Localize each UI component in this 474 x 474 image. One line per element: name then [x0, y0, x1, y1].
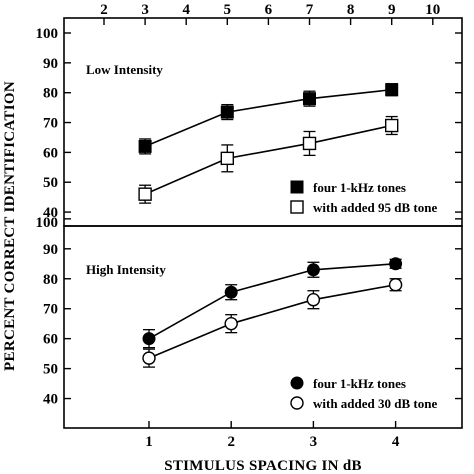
legend-entry: four 1-kHz tones [313, 376, 406, 391]
series-line [148, 283, 396, 359]
data-point [220, 151, 235, 166]
bottom-x-tick-label: 3 [310, 434, 318, 450]
plot-frames [63, 17, 463, 429]
legend-entry: with added 95 dB tone [313, 200, 437, 215]
data-point [138, 139, 152, 153]
data-point [290, 396, 304, 410]
top-panel-label: Low Intensity [86, 62, 163, 77]
data-point [290, 180, 304, 194]
bottom-x-tick-label: 2 [227, 434, 235, 450]
data-point [142, 332, 156, 346]
top-x-tick-label: 10 [425, 2, 440, 18]
legend-entry: four 1-kHz tones [313, 180, 406, 195]
bottom-y-tick-label: 80 [43, 272, 58, 288]
top-x-tick-label: 8 [347, 2, 355, 18]
top-y-tick-label: 70 [43, 116, 58, 132]
x-axis-title: STIMULUS SPACING IN dB [164, 458, 362, 474]
bottom-x-tick-label: 4 [392, 434, 400, 450]
top-y-tick-label: 90 [43, 56, 58, 72]
top-x-tick-label: 3 [141, 2, 149, 18]
data-point [290, 200, 304, 214]
data-point [290, 376, 304, 390]
data-point [388, 278, 403, 292]
bottom-y-tick-label: 70 [43, 302, 58, 318]
top-y-tick-label: 60 [43, 145, 58, 161]
data-point [224, 285, 238, 299]
data-point [138, 187, 152, 201]
data-point [303, 92, 316, 106]
data-point [385, 83, 399, 97]
data-point [302, 136, 317, 151]
top-x-tick-label: 4 [182, 2, 190, 18]
top-x-tick-label: 7 [306, 2, 314, 18]
series-layer [138, 83, 403, 368]
series-line [144, 124, 392, 195]
top-y-tick-label: 100 [36, 26, 59, 42]
data-point [142, 351, 156, 365]
top-x-tick-label: 2 [100, 2, 108, 18]
data-point [385, 118, 399, 133]
series-line [144, 88, 392, 148]
legend-entry: with added 30 dB tone [313, 396, 437, 411]
top-x-tick-label: 9 [388, 2, 396, 18]
top-y-tick-label: 80 [43, 86, 58, 102]
data-point [220, 105, 234, 119]
bottom-panel-label: High Intensity [86, 262, 166, 277]
bottom-x-tick-label: 1 [145, 434, 153, 450]
top-y-tick-label: 50 [43, 175, 58, 191]
data-point [389, 257, 403, 271]
bottom-y-tick-label: 60 [43, 332, 58, 348]
top-x-tick-label: 5 [224, 2, 232, 18]
data-point [306, 263, 320, 277]
bottom-y-tick-label: 50 [43, 362, 58, 378]
top-x-tick-label: 6 [265, 2, 273, 18]
y-axis-title: PERCENT CORRECT IDENTIFICATION [2, 81, 18, 371]
bottom-y-tick-label: 100 [36, 215, 59, 231]
text-layer: 2 3 4 5 6 7 8 9 101 2 3 440506070809010040506070809… [2, 2, 440, 474]
bottom-y-tick-label: 90 [43, 242, 58, 258]
bottom-y-tick-label: 40 [43, 392, 58, 408]
data-point [224, 316, 238, 331]
top-y-tick-label: 40 [43, 205, 58, 221]
series-line [148, 262, 396, 340]
axis-ticks [64, 18, 462, 428]
data-point [306, 293, 321, 307]
bottom-panel-frame [63, 225, 463, 429]
